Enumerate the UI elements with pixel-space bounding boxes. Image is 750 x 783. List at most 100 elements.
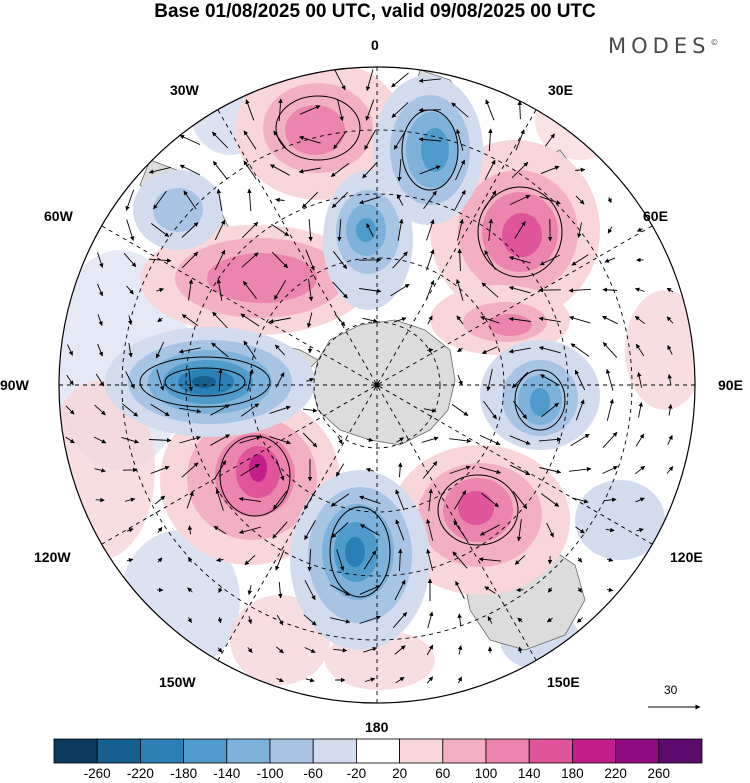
wind-vector <box>304 579 316 601</box>
wind-vector <box>215 489 224 511</box>
wind-vector <box>274 280 286 300</box>
wind-vector <box>334 70 346 91</box>
wind-vector <box>538 316 561 323</box>
wind-vector <box>449 465 471 474</box>
wind-vector <box>216 278 223 301</box>
wind-vector <box>457 248 462 272</box>
wind-vector <box>575 399 585 421</box>
wind-vector <box>483 400 497 420</box>
wind-vector <box>457 676 462 684</box>
wind-vector <box>575 526 585 534</box>
colorbar-tick-label: -220 <box>126 766 154 781</box>
wind-vector <box>241 252 259 268</box>
wind-vector <box>576 617 583 623</box>
wind-vector <box>334 313 346 327</box>
wind-vector <box>179 164 201 176</box>
lon-label-60w: 60W <box>44 208 73 224</box>
wind-vector <box>418 78 441 83</box>
wind-vector <box>148 166 171 174</box>
wind-vector <box>540 165 560 175</box>
wind-vector <box>508 285 531 294</box>
wind-vector <box>157 557 163 563</box>
wind-vector <box>179 134 201 146</box>
wind-vector <box>484 250 496 270</box>
wind-vector <box>183 190 197 210</box>
colorbar-tick-label: -100 <box>256 766 284 781</box>
lon-label-120w: 120W <box>34 549 71 565</box>
wind-vector <box>97 252 104 268</box>
wind-vector <box>426 518 434 541</box>
colorbar-swatch <box>269 738 314 764</box>
wind-vector <box>569 466 592 472</box>
wind-vector <box>330 163 350 177</box>
colorbar-swatch <box>572 738 617 764</box>
wind-vector <box>483 190 497 210</box>
wind-vector <box>154 495 166 505</box>
wind-vector <box>359 288 382 294</box>
wind-vector <box>602 431 618 449</box>
wind-vector <box>488 128 493 152</box>
wind-vector <box>514 555 526 565</box>
wind-vector <box>426 219 435 241</box>
wind-vector <box>365 69 374 92</box>
wind-vector <box>93 436 107 444</box>
wind-vector <box>211 342 229 358</box>
colorbar-swatch <box>96 738 141 764</box>
wind-vector <box>269 436 291 445</box>
wind-vector <box>247 647 253 653</box>
wind-vector <box>181 222 199 238</box>
wind-vector <box>397 158 402 182</box>
brand-logo: MODES© <box>608 34 718 58</box>
wind-vector <box>481 492 499 508</box>
wind-vector <box>121 436 140 444</box>
wind-vector <box>426 676 434 684</box>
wind-vector <box>391 72 409 88</box>
wind-vector <box>304 520 316 540</box>
latitude-circle <box>121 129 633 641</box>
wind-vector <box>569 315 591 324</box>
wind-vector <box>421 436 439 443</box>
wind-vector <box>148 438 172 443</box>
wind-vector <box>397 218 404 241</box>
wind-vector <box>508 347 531 354</box>
wind-vector <box>276 614 284 626</box>
wind-vector <box>395 676 405 684</box>
wind-vector <box>275 197 285 203</box>
wind-vector <box>243 160 257 180</box>
wind-vector <box>333 648 348 653</box>
wind-vector <box>545 133 555 147</box>
wind-vector <box>481 346 498 354</box>
wind-vector <box>547 587 553 593</box>
wind-vector <box>396 437 404 443</box>
wind-vector <box>276 459 285 481</box>
wind-vector <box>359 495 381 505</box>
graticule <box>59 67 695 703</box>
wind-vector <box>304 647 316 653</box>
wind-vector <box>396 194 404 206</box>
wind-vector <box>238 496 261 502</box>
wind-vector <box>276 646 284 654</box>
wind-vector <box>332 281 348 299</box>
wind-vector <box>127 315 133 326</box>
wind-vector <box>240 313 260 327</box>
wind-vector <box>604 257 616 263</box>
wind-vector <box>457 374 463 386</box>
wind-vector <box>156 369 165 391</box>
wind-vector <box>571 497 589 504</box>
wind-vector <box>605 527 615 533</box>
anomaly-low-ross-sea <box>290 470 430 650</box>
wind-vector <box>457 218 464 241</box>
colorbar-tick-label: -140 <box>213 766 241 781</box>
streamline <box>275 95 361 161</box>
wind-vector <box>480 316 500 324</box>
wind-vector <box>607 226 613 234</box>
wind-vector <box>157 526 163 533</box>
lon-label-150w: 150W <box>159 674 196 690</box>
wind-vector <box>187 617 192 623</box>
colorbar-tick-label: -180 <box>170 766 198 781</box>
colorbar-tick-label: 180 <box>561 766 584 781</box>
wind-vector <box>329 617 351 624</box>
wind-vector <box>359 585 381 595</box>
wind-vector <box>240 463 260 477</box>
wind-vector <box>418 137 442 142</box>
